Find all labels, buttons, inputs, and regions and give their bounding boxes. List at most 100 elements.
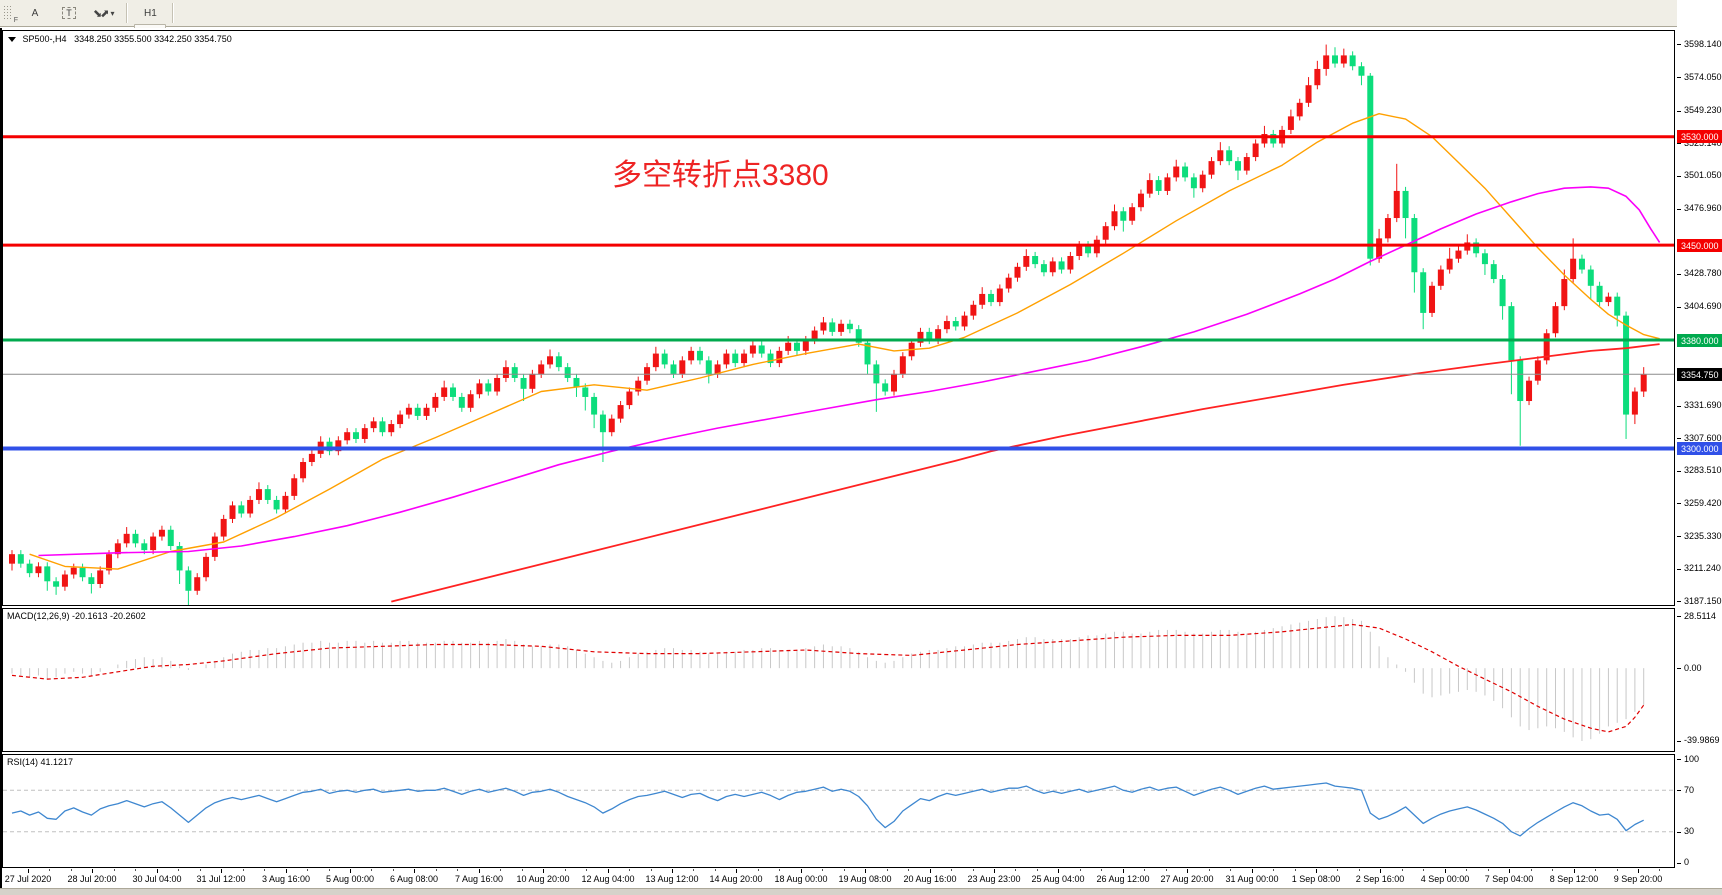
time-axis-minor-tick: [565, 869, 566, 871]
time-axis-label: 7 Sep 04:00: [1484, 874, 1534, 884]
price-axis-tick: [1677, 438, 1681, 439]
time-axis[interactable]: 27 Jul 2020 28 Jul 20:00 30 Jul 04:00 31 Ju…: [2, 869, 1675, 889]
grid-f-tool-icon[interactable]: F: [3, 5, 18, 24]
chart-title: SP500-,H4 3348.250 3355.500 3342.250 335…: [8, 34, 232, 44]
toolbar-separator: [126, 3, 129, 23]
price-axis-label-macd: 0.00: [1684, 663, 1702, 673]
timeframe-button-h1[interactable]: H1: [144, 7, 157, 19]
time-axis-label: 3 Aug 16:00: [261, 874, 311, 884]
price-axis-tick: [1677, 143, 1681, 144]
time-axis-label: 31 Aug 00:00: [1225, 874, 1279, 884]
time-axis-label: 27 Jul 2020: [4, 874, 52, 884]
current-price-badge: 3354.750: [1677, 368, 1722, 381]
time-axis-minor-tick: [1337, 869, 1338, 871]
time-axis-label: 27 Aug 20:00: [1160, 874, 1214, 884]
top-toolbar: F A T ⬊⬈ ▾ M1M5M15M30H1H4D1W1MN: [0, 0, 1722, 107]
time-axis-minor-tick: [436, 869, 437, 871]
annotation-text[interactable]: 多空转折点3380: [612, 159, 829, 192]
price-axis-tick: [1677, 503, 1681, 504]
time-axis-tick: [479, 869, 480, 873]
time-axis-minor-tick: [1617, 869, 1618, 871]
price-chart-panel[interactable]: SP500-,H4 3348.250 3355.500 3342.250 335…: [2, 30, 1675, 606]
time-axis-minor-tick: [1166, 869, 1167, 871]
price-axis-label-main: 3187.150: [1684, 596, 1722, 606]
window-left-edge: [0, 28, 2, 894]
price-axis-tick: [1677, 832, 1681, 833]
macd-chart-canvas[interactable]: [3, 609, 1674, 751]
collapse-arrow-icon[interactable]: [8, 37, 16, 43]
time-axis-minor-tick: [1144, 869, 1145, 871]
time-axis-minor-tick: [779, 869, 780, 871]
arrows-icon: ⬊⬈: [93, 7, 110, 20]
time-axis-tick: [543, 869, 544, 873]
time-axis-minor-tick: [1659, 869, 1660, 871]
text-label-tool-glyph: A: [31, 7, 39, 19]
time-axis-tick: [1445, 869, 1446, 873]
macd-indicator-label: MACD(12,26,9) -20.1613 -20.2602: [7, 611, 146, 621]
grid-f-label: F: [13, 17, 18, 24]
time-axis-tick: [608, 869, 609, 873]
price-axis-label-main: 3574.050: [1684, 72, 1722, 82]
time-axis-label: 19 Aug 08:00: [838, 874, 892, 884]
time-axis-minor-tick: [200, 869, 201, 871]
time-axis-tick: [1380, 869, 1381, 873]
time-axis-label: 18 Aug 00:00: [774, 874, 828, 884]
time-axis-minor-tick: [1037, 869, 1038, 871]
time-axis-label: 25 Aug 04:00: [1031, 874, 1085, 884]
time-axis-label: 1 Sep 08:00: [1291, 874, 1341, 884]
time-axis-minor-tick: [114, 869, 115, 871]
time-axis-minor-tick: [586, 869, 587, 871]
price-axis-tick: [1677, 111, 1681, 112]
price-axis-tick: [1677, 274, 1681, 275]
time-axis-label: 4 Sep 00:00: [1420, 874, 1470, 884]
time-axis-tick: [865, 869, 866, 873]
time-axis-minor-tick: [329, 869, 330, 871]
price-axis-label-rsi: 0: [1684, 857, 1690, 867]
time-axis-minor-tick: [500, 869, 501, 871]
text-box-tool-button[interactable]: T: [53, 2, 85, 24]
time-axis-minor-tick: [522, 869, 523, 871]
time-axis-minor-tick: [243, 869, 244, 871]
time-axis-tick: [930, 869, 931, 873]
time-axis-minor-tick: [822, 869, 823, 871]
macd-panel[interactable]: MACD(12,26,9) -20.1613 -20.2602: [2, 608, 1675, 752]
text-label-tool-button[interactable]: A: [19, 2, 51, 24]
time-axis-tick: [1638, 869, 1639, 873]
time-axis-minor-tick: [629, 869, 630, 871]
time-axis-minor-tick: [951, 869, 952, 871]
time-axis-label: 5 Aug 00:00: [325, 874, 375, 884]
time-axis-label: 6 Aug 08:00: [389, 874, 439, 884]
time-axis-tick: [157, 869, 158, 873]
price-axis-label-rsi: 100: [1684, 754, 1700, 764]
rsi-chart-canvas[interactable]: [3, 755, 1674, 867]
price-axis-label-main: 3307.600: [1684, 433, 1722, 443]
time-axis-minor-tick: [1101, 869, 1102, 871]
time-axis-label: 23 Aug 23:00: [967, 874, 1021, 884]
price-axis-tick: [1677, 790, 1681, 791]
time-axis-minor-tick: [715, 869, 716, 871]
time-axis-minor-tick: [1015, 869, 1016, 871]
time-axis-label: 14 Aug 20:00: [709, 874, 763, 884]
price-level-badge: 3300.000: [1677, 442, 1722, 455]
price-axis-tick: [1677, 307, 1681, 308]
time-axis-tick: [350, 869, 351, 873]
time-axis-label: 8 Sep 12:00: [1549, 874, 1599, 884]
time-axis-tick: [801, 869, 802, 873]
price-axis[interactable]: 3598.140 3574.050 3549.230 3525.140 3501.050…: [1677, 0, 1722, 867]
price-axis-label-main: 3235.330: [1684, 531, 1722, 541]
toolbar-separator: [172, 3, 175, 23]
price-axis-tick: [1677, 44, 1681, 45]
symbol-period-label: SP500-,H4: [22, 34, 67, 44]
price-axis-label-rsi: 70: [1684, 785, 1695, 795]
time-axis-minor-tick: [1552, 869, 1553, 871]
arrows-tool-button[interactable]: ⬊⬈ ▾: [87, 2, 120, 24]
price-axis-label-main: 3476.960: [1684, 203, 1722, 213]
time-axis-minor-tick: [693, 869, 694, 871]
price-axis-tick: [1677, 741, 1681, 742]
time-axis-minor-tick: [844, 869, 845, 871]
candlestick-chart-canvas[interactable]: [3, 31, 1674, 605]
price-axis-label-rsi: 30: [1684, 826, 1695, 836]
rsi-panel[interactable]: RSI(14) 41.1217: [2, 754, 1675, 868]
time-axis-tick: [1252, 869, 1253, 873]
price-axis-tick: [1677, 406, 1681, 407]
